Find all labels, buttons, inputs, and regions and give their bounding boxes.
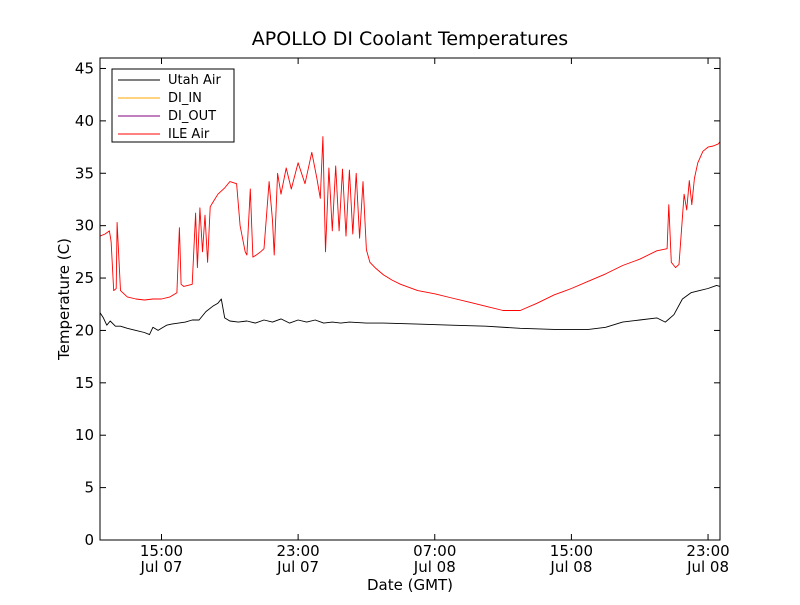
y-tick-label: 15 [75, 374, 94, 392]
series-layer [99, 136, 721, 336]
chart-title: APOLLO DI Coolant Temperatures [252, 28, 568, 50]
y-tick-label: 20 [75, 321, 94, 339]
x-tick-date-label: Jul 08 [413, 558, 456, 576]
y-tick-label: 25 [75, 269, 94, 287]
series-line-ile-air [99, 136, 721, 311]
legend-label: ILE Air [168, 127, 210, 142]
x-tick-time-label: 15:00 [140, 542, 183, 560]
x-tick-time-label: 07:00 [413, 542, 456, 560]
x-tick-date-label: Jul 07 [140, 558, 183, 576]
plot-frame [99, 57, 721, 541]
legend-label: Utah Air [168, 73, 221, 88]
legend-label: DI_OUT [168, 109, 216, 124]
y-tick-label: 0 [84, 531, 94, 549]
y-tick-label: 10 [75, 426, 94, 444]
series-line-utah-air [99, 284, 721, 336]
x-tick-time-label: 15:00 [550, 542, 593, 560]
y-tick-label: 5 [84, 479, 94, 497]
x-tick-date-label: Jul 08 [686, 558, 729, 576]
x-tick-date-label: Jul 08 [549, 558, 592, 576]
x-tick-date-label: Jul 07 [276, 558, 319, 576]
y-tick-label: 30 [75, 217, 94, 235]
legend-label: DI_IN [168, 91, 202, 106]
y-tick-label: 35 [75, 164, 94, 182]
y-tick-label: 45 [75, 59, 94, 77]
x-axis-label: Date (GMT) [367, 576, 453, 594]
y-axis-label: Temperature (C) [55, 238, 73, 361]
x-tick-time-label: 23:00 [277, 542, 320, 560]
x-tick-time-label: 23:00 [686, 542, 729, 560]
y-tick-label: 40 [75, 112, 94, 130]
legend-box [111, 68, 235, 143]
legend: Utah Air DI_IN DI_OUT ILE Air [111, 68, 235, 143]
